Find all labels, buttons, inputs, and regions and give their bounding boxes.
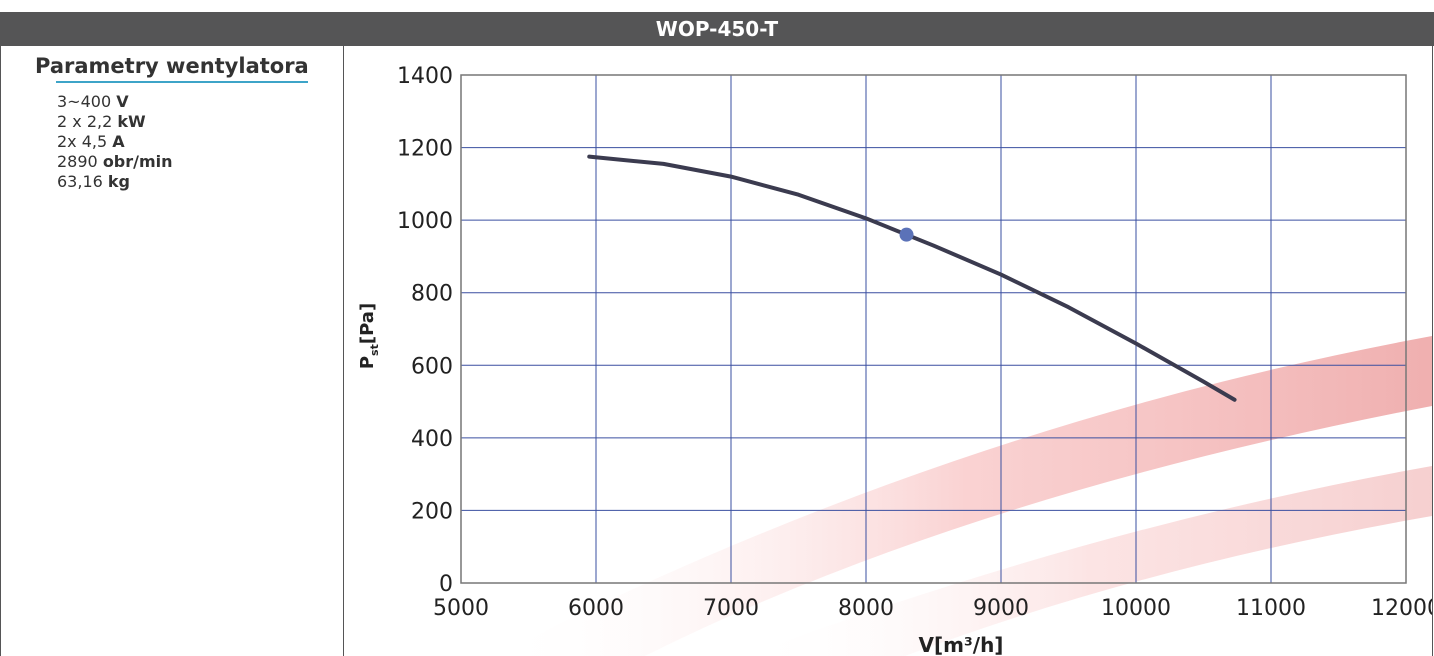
parameters-list: 3~400 V 2 x 2,2 kW 2x 4,5 A 2890 obr/min… <box>57 92 173 192</box>
y-tick-label: 200 <box>411 499 453 524</box>
chart-header: WOP-450-T <box>0 12 1434 46</box>
x-tick-label: 6000 <box>568 596 624 621</box>
series <box>587 154 1237 402</box>
param-weight: 63,16 kg <box>57 172 173 192</box>
param-value: 63,16 <box>57 172 103 191</box>
operating-point <box>899 227 914 242</box>
x-tick-label: 5000 <box>433 596 489 621</box>
param-voltage: 3~400 V <box>57 92 173 112</box>
x-axis-label: V[m³/h] <box>919 633 1004 656</box>
param-speed: 2890 obr/min <box>57 152 173 172</box>
y-axis-label-sub: st <box>368 344 381 356</box>
param-unit: A <box>112 132 125 151</box>
x-tick-label: 9000 <box>973 596 1029 621</box>
x-tick-label: 7000 <box>703 596 759 621</box>
fan-curve-line <box>587 154 1237 402</box>
y-axis-label-unit: [Pa] <box>357 303 378 344</box>
param-current: 2x 4,5 A <box>57 132 173 152</box>
x-tick-label: 8000 <box>838 596 894 621</box>
y-tick-label: 1000 <box>397 209 453 234</box>
parameters-panel: Parametry wentylatora 3~400 V 2 x 2,2 kW… <box>0 46 344 656</box>
y-axis-label-main: P <box>357 356 378 369</box>
param-unit: kW <box>117 112 146 131</box>
param-unit: kg <box>107 172 130 191</box>
x-tick-label: 11000 <box>1236 596 1306 621</box>
parameters-title-underline <box>56 81 308 83</box>
param-unit: obr/min <box>102 152 173 171</box>
svg-text:Pst[Pa]: Pst[Pa] <box>357 303 381 369</box>
param-power: 2 x 2,2 kW <box>57 112 173 132</box>
right-border <box>1432 46 1433 656</box>
y-tick-label: 600 <box>411 354 453 379</box>
y-tick-label: 800 <box>411 282 453 307</box>
y-tick-label: 1400 <box>397 64 453 89</box>
axes <box>460 74 1407 584</box>
watermark-swoosh <box>495 336 1432 656</box>
plot-area-border <box>460 74 1407 584</box>
parameters-title: Parametry wentylatora <box>35 54 309 78</box>
y-tick-label: 400 <box>411 427 453 452</box>
y-axis-label: Pst[Pa] <box>357 303 381 369</box>
param-value: 2x 4,5 <box>57 132 108 151</box>
y-tick-label: 1200 <box>397 137 453 162</box>
param-value: 3~400 <box>57 92 112 111</box>
param-unit: V <box>116 92 129 111</box>
param-value: 2 x 2,2 <box>57 112 113 131</box>
x-tick-label: 10000 <box>1101 596 1171 621</box>
param-value: 2890 <box>57 152 98 171</box>
y-tick-label: 0 <box>439 572 453 597</box>
